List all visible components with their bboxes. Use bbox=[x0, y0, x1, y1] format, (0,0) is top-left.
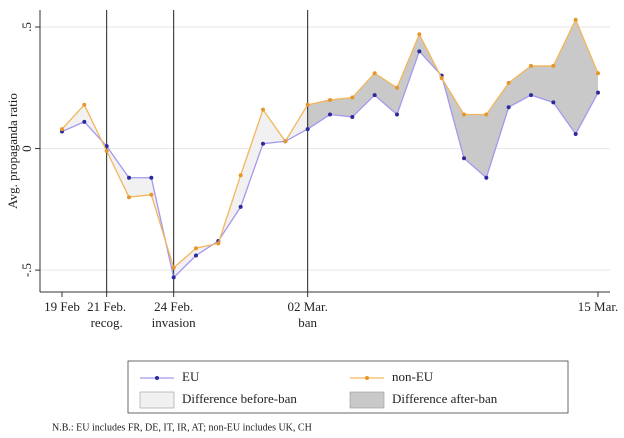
x-tick-label: 19 Feb bbox=[44, 299, 80, 314]
point bbox=[82, 119, 87, 124]
point bbox=[104, 149, 109, 153]
point bbox=[194, 253, 198, 258]
point bbox=[305, 127, 310, 132]
legend-box bbox=[127, 360, 569, 414]
legend-label: non-EU bbox=[392, 369, 434, 384]
point bbox=[149, 192, 154, 197]
x-tick-label: 21 Feb. bbox=[87, 299, 126, 314]
series-line bbox=[61, 18, 599, 269]
x-tick-label: 24 Feb. bbox=[154, 299, 193, 314]
point bbox=[551, 63, 556, 68]
point bbox=[104, 144, 109, 149]
y-tick-label: 0 bbox=[19, 145, 34, 152]
point bbox=[372, 93, 377, 98]
point bbox=[417, 32, 422, 37]
point bbox=[261, 141, 265, 146]
point bbox=[194, 246, 198, 251]
point bbox=[171, 275, 176, 280]
point bbox=[350, 95, 355, 100]
point bbox=[216, 241, 221, 246]
point bbox=[82, 102, 87, 107]
point bbox=[462, 112, 466, 117]
point bbox=[529, 63, 533, 68]
event-label: invasion bbox=[152, 315, 197, 330]
legend-label: Difference before-ban bbox=[182, 391, 297, 406]
legend-swatch bbox=[139, 391, 175, 409]
point bbox=[350, 114, 355, 119]
point bbox=[305, 102, 310, 107]
legend-marker bbox=[155, 376, 159, 380]
event-label: ban bbox=[298, 315, 317, 330]
point bbox=[462, 156, 466, 161]
point bbox=[149, 175, 154, 180]
event-label: recog. bbox=[91, 315, 123, 330]
point bbox=[261, 107, 265, 112]
point bbox=[328, 112, 332, 117]
point bbox=[439, 76, 444, 81]
point bbox=[395, 112, 399, 117]
legend-label: Difference after-ban bbox=[392, 391, 498, 406]
point bbox=[60, 127, 64, 132]
y-tick-label: -.5 bbox=[19, 263, 34, 277]
point bbox=[417, 49, 422, 54]
point bbox=[596, 90, 600, 95]
point bbox=[596, 71, 600, 76]
point bbox=[484, 175, 489, 180]
point bbox=[506, 105, 511, 110]
point bbox=[551, 100, 556, 105]
point bbox=[238, 204, 243, 209]
point bbox=[328, 97, 332, 102]
legend-swatch bbox=[349, 391, 385, 409]
x-tick-label: 02 Mar. bbox=[287, 299, 327, 314]
point bbox=[529, 93, 533, 98]
legend-label: EU bbox=[182, 369, 200, 384]
point bbox=[127, 175, 131, 180]
point bbox=[573, 131, 578, 136]
difference-area bbox=[62, 104, 308, 278]
point bbox=[283, 139, 288, 144]
point bbox=[238, 173, 243, 178]
y-axis-label: Avg. propaganda ratio bbox=[5, 93, 20, 209]
point bbox=[372, 71, 377, 76]
point bbox=[506, 80, 511, 85]
x-tick-label: 15 Mar. bbox=[578, 299, 618, 314]
point bbox=[127, 195, 131, 200]
point bbox=[573, 17, 578, 22]
point bbox=[484, 112, 489, 117]
difference-area bbox=[307, 19, 598, 178]
legend-marker bbox=[365, 376, 369, 380]
point bbox=[395, 85, 399, 90]
y-tick-label: .5 bbox=[19, 22, 34, 32]
footnote: N.B.: EU includes FR, DE, IT, IR, AT; no… bbox=[52, 422, 312, 433]
point bbox=[171, 265, 176, 270]
